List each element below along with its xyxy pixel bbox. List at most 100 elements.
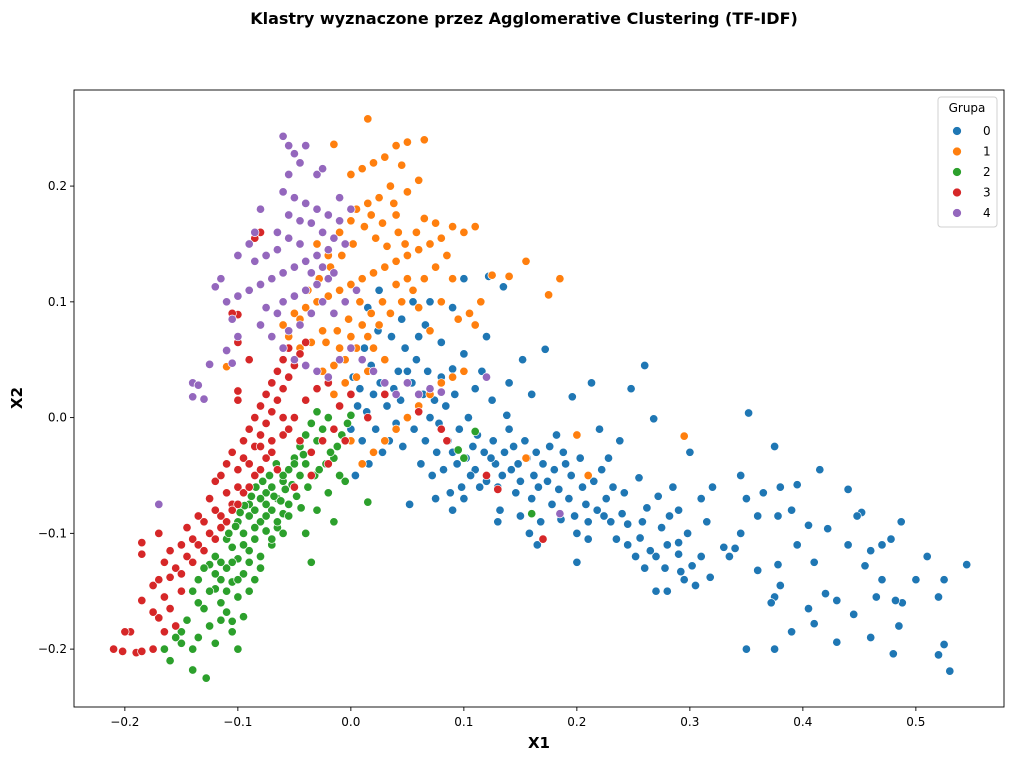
point-group-4 <box>301 141 311 151</box>
point-group-0 <box>592 505 602 515</box>
point-group-2 <box>171 632 181 643</box>
point-group-1 <box>402 187 412 197</box>
legend-marker-4 <box>952 208 962 218</box>
point-group-2 <box>255 551 266 562</box>
point-group-1 <box>346 279 356 290</box>
point-group-3 <box>255 401 266 411</box>
point-group-2 <box>233 644 243 654</box>
point-group-3 <box>159 592 169 602</box>
point-group-3 <box>137 595 147 606</box>
point-group-1 <box>348 239 358 249</box>
point-group-3 <box>199 517 209 527</box>
point-group-0 <box>724 551 734 562</box>
point-group-2 <box>272 517 282 527</box>
series-4 <box>154 131 565 519</box>
point-group-0 <box>532 540 542 550</box>
point-group-4 <box>329 233 339 243</box>
point-group-3 <box>137 549 147 559</box>
point-group-1 <box>382 241 392 251</box>
point-group-3 <box>154 613 164 623</box>
point-group-3 <box>233 395 243 405</box>
point-group-4 <box>188 392 198 402</box>
point-group-4 <box>227 314 237 324</box>
point-group-0 <box>640 563 650 573</box>
point-group-1 <box>371 233 381 243</box>
point-group-1 <box>391 256 401 266</box>
point-group-0 <box>431 494 441 504</box>
point-group-1 <box>368 447 379 457</box>
point-group-4 <box>301 198 311 208</box>
point-group-2 <box>323 413 333 423</box>
point-group-0 <box>809 619 819 629</box>
point-group-3 <box>120 627 130 637</box>
point-group-3 <box>233 499 243 509</box>
point-group-0 <box>486 453 496 463</box>
point-group-1 <box>357 164 367 174</box>
point-group-1 <box>391 424 401 434</box>
point-group-3 <box>159 557 169 567</box>
point-group-2 <box>306 557 316 567</box>
point-group-3 <box>261 453 271 463</box>
point-group-4 <box>272 308 282 318</box>
point-group-4 <box>323 245 333 255</box>
point-group-1 <box>470 222 480 232</box>
point-group-4 <box>284 233 294 243</box>
point-group-0 <box>355 384 365 394</box>
point-group-4 <box>335 355 345 365</box>
point-group-0 <box>561 459 571 469</box>
point-group-0 <box>549 465 559 475</box>
point-group-1 <box>476 297 486 307</box>
point-group-0 <box>416 459 426 469</box>
point-group-2 <box>342 418 353 428</box>
point-group-0 <box>518 355 528 365</box>
point-group-1 <box>414 175 424 185</box>
point-group-1 <box>521 453 531 463</box>
point-group-2 <box>188 644 198 654</box>
legend-label-0: 0 <box>983 124 991 138</box>
point-group-2 <box>325 447 336 457</box>
point-group-3 <box>295 349 305 359</box>
point-group-0 <box>425 297 435 307</box>
point-group-0 <box>459 494 469 504</box>
point-group-0 <box>674 505 684 515</box>
point-group-4 <box>255 279 266 290</box>
point-group-2 <box>250 534 260 544</box>
point-group-3 <box>176 569 186 579</box>
point-group-2 <box>199 563 209 573</box>
point-group-1 <box>391 210 401 220</box>
point-group-0 <box>832 637 842 647</box>
point-group-0 <box>438 465 449 475</box>
point-group-4 <box>301 285 311 295</box>
point-group-0 <box>586 378 597 388</box>
point-group-1 <box>504 271 514 281</box>
point-group-3 <box>210 534 220 544</box>
point-group-0 <box>524 528 534 538</box>
point-group-3 <box>267 407 277 417</box>
legend-marker-1 <box>952 146 962 157</box>
point-group-0 <box>402 366 412 376</box>
y-tick-label: 0.1 <box>48 295 67 309</box>
point-group-1 <box>402 250 412 261</box>
point-group-3 <box>278 355 288 365</box>
point-group-0 <box>773 560 783 570</box>
point-group-0 <box>766 598 776 608</box>
point-group-0 <box>849 609 859 619</box>
point-group-3 <box>193 511 203 521</box>
point-group-0 <box>377 447 388 457</box>
point-group-3 <box>323 459 333 469</box>
point-group-1 <box>329 139 339 149</box>
point-group-1 <box>425 239 435 249</box>
point-group-0 <box>386 332 397 342</box>
point-group-1 <box>301 303 311 313</box>
point-group-0 <box>499 447 510 457</box>
point-group-0 <box>350 470 360 481</box>
point-group-0 <box>425 413 435 423</box>
point-group-1 <box>385 181 395 191</box>
point-group-2 <box>224 528 234 538</box>
point-group-0 <box>773 511 783 521</box>
point-group-3 <box>261 418 271 428</box>
point-group-0 <box>454 424 464 434</box>
point-group-2 <box>269 491 279 501</box>
point-group-1 <box>380 436 390 446</box>
